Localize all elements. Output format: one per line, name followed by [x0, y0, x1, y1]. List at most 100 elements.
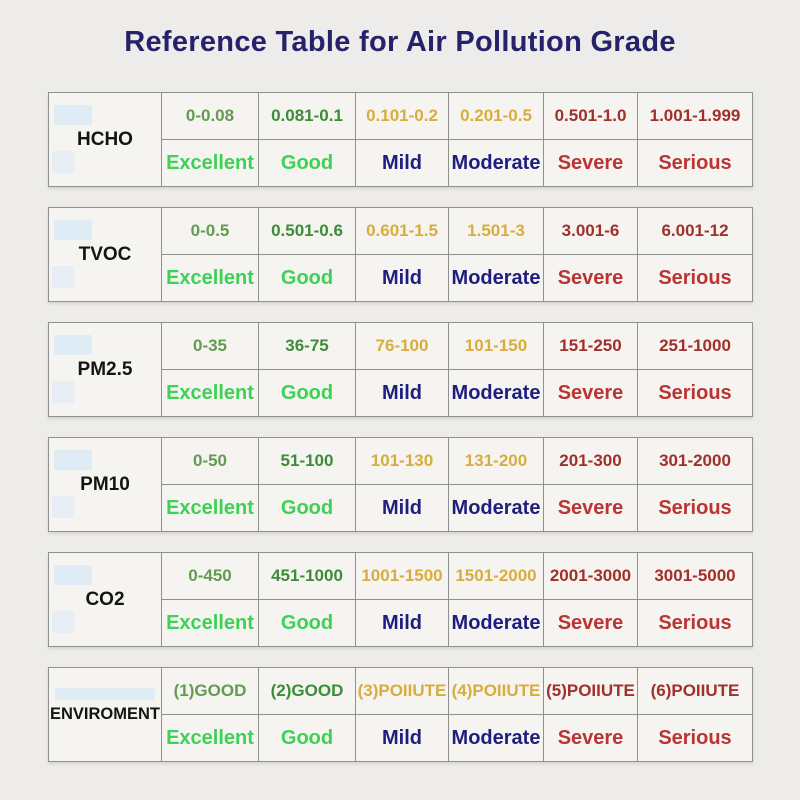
grade-cell: Moderate: [448, 484, 544, 532]
range-cell: 0.601-1.5: [355, 207, 449, 255]
range-cell: 0-0.08: [161, 92, 259, 140]
grade-cell: Serious: [637, 599, 753, 647]
range-row: TVOC 0-0.5 0.501-0.6 0.601-1.5 1.501-3 3…: [48, 207, 753, 302]
grade-cell: Good: [258, 369, 356, 417]
range-row: HCHO 0-0.08 0.081-0.1 0.101-0.2 0.201-0.…: [48, 92, 753, 187]
grade-cell: Good: [258, 714, 356, 762]
grade-row: Excellent Good Mild Moderate Severe Seri…: [49, 484, 753, 532]
grade-cell: Good: [258, 484, 356, 532]
pollutant-name: ENVIROMENT: [49, 705, 160, 723]
table-pm25: PM2.5 0-35 36-75 76-100 101-150 151-250 …: [48, 322, 753, 417]
watermark-highlight: [54, 450, 92, 470]
tables-container: HCHO 0-0.08 0.081-0.1 0.101-0.2 0.201-0.…: [48, 92, 753, 762]
grade-cell: Excellent: [161, 139, 259, 187]
range-cell: 0.101-0.2: [355, 92, 449, 140]
range-cell: 3.001-6: [543, 207, 638, 255]
pollutant-cell: HCHO: [48, 92, 162, 187]
grade-cell: Excellent: [161, 369, 259, 417]
grade-cell: Mild: [355, 254, 449, 302]
grade-cell: Moderate: [448, 254, 544, 302]
range-cell: (1)GOOD: [161, 667, 259, 715]
range-row: CO2 0-450 451-1000 1001-1500 1501-2000 2…: [48, 552, 753, 647]
pollutant-cell: CO2: [48, 552, 162, 647]
watermark-highlight: [52, 611, 74, 633]
range-cell: (2)GOOD: [258, 667, 356, 715]
grade-cell: Good: [258, 254, 356, 302]
table-enviroment: ENVIROMENT (1)GOOD (2)GOOD (3)POIIUTE (4…: [48, 667, 753, 762]
pollutant-cell: PM10: [48, 437, 162, 532]
watermark-highlight: [52, 266, 74, 288]
grade-cell: Serious: [637, 369, 753, 417]
watermark-highlight: [54, 335, 92, 355]
pollutant-cell: TVOC: [48, 207, 162, 302]
range-cell: 36-75: [258, 322, 356, 370]
watermark-highlight: [54, 220, 92, 240]
grade-cell: Severe: [543, 599, 638, 647]
grade-cell: Mild: [355, 484, 449, 532]
grade-cell: Serious: [637, 139, 753, 187]
grade-row: Excellent Good Mild Moderate Severe Seri…: [49, 714, 753, 762]
grade-cell: Moderate: [448, 139, 544, 187]
grade-cell: Moderate: [448, 369, 544, 417]
page-title: Reference Table for Air Pollution Grade: [124, 26, 676, 58]
grade-cell: Serious: [637, 714, 753, 762]
grade-cell: Severe: [543, 484, 638, 532]
range-cell: 0-35: [161, 322, 259, 370]
grade-cell: Serious: [637, 254, 753, 302]
range-cell: 1501-2000: [448, 552, 544, 600]
range-cell: 0.081-0.1: [258, 92, 356, 140]
range-cell: 1.001-1.999: [637, 92, 753, 140]
grade-cell: Mild: [355, 599, 449, 647]
table-pm10: PM10 0-50 51-100 101-130 131-200 201-300…: [48, 437, 753, 532]
range-cell: 301-2000: [637, 437, 753, 485]
range-cell: 0.501-1.0: [543, 92, 638, 140]
grade-cell: Severe: [543, 714, 638, 762]
pollutant-cell: ENVIROMENT: [48, 667, 162, 762]
range-cell: 451-1000: [258, 552, 356, 600]
range-cell: 2001-3000: [543, 552, 638, 600]
grade-cell: Serious: [637, 484, 753, 532]
table-hcho: HCHO 0-0.08 0.081-0.1 0.101-0.2 0.201-0.…: [48, 92, 753, 187]
range-cell: 0.501-0.6: [258, 207, 356, 255]
watermark-highlight: [55, 688, 155, 700]
grade-cell: Moderate: [448, 599, 544, 647]
grade-cell: Excellent: [161, 484, 259, 532]
grade-cell: Severe: [543, 139, 638, 187]
range-cell: 151-250: [543, 322, 638, 370]
watermark-highlight: [54, 565, 92, 585]
range-cell: (6)POIIUTE: [637, 667, 753, 715]
grade-row: Excellent Good Mild Moderate Severe Seri…: [49, 369, 753, 417]
range-cell: 3001-5000: [637, 552, 753, 600]
pollutant-cell: PM2.5: [48, 322, 162, 417]
range-row: ENVIROMENT (1)GOOD (2)GOOD (3)POIIUTE (4…: [48, 667, 753, 762]
range-cell: 101-150: [448, 322, 544, 370]
table-tvoc: TVOC 0-0.5 0.501-0.6 0.601-1.5 1.501-3 3…: [48, 207, 753, 302]
grade-cell: Good: [258, 139, 356, 187]
pollutant-name: CO2: [85, 588, 125, 610]
grade-cell: Moderate: [448, 714, 544, 762]
grade-cell: Excellent: [161, 599, 259, 647]
grade-cell: Good: [258, 599, 356, 647]
range-cell: 6.001-12: [637, 207, 753, 255]
range-cell: 0-450: [161, 552, 259, 600]
watermark-highlight: [52, 496, 74, 518]
watermark-highlight: [52, 151, 74, 173]
pollutant-name: TVOC: [78, 243, 132, 265]
range-cell: 201-300: [543, 437, 638, 485]
grade-cell: Excellent: [161, 714, 259, 762]
range-cell: (3)POIIUTE: [355, 667, 449, 715]
table-co2: CO2 0-450 451-1000 1001-1500 1501-2000 2…: [48, 552, 753, 647]
range-cell: 131-200: [448, 437, 544, 485]
grade-row: Excellent Good Mild Moderate Severe Seri…: [49, 139, 753, 187]
pollutant-name: HCHO: [77, 128, 133, 150]
range-cell: 51-100: [258, 437, 356, 485]
range-cell: 101-130: [355, 437, 449, 485]
range-cell: 76-100: [355, 322, 449, 370]
range-row: PM10 0-50 51-100 101-130 131-200 201-300…: [48, 437, 753, 532]
range-cell: 1.501-3: [448, 207, 544, 255]
grade-cell: Severe: [543, 254, 638, 302]
range-cell: 0.201-0.5: [448, 92, 544, 140]
grade-cell: Mild: [355, 714, 449, 762]
range-cell: 251-1000: [637, 322, 753, 370]
